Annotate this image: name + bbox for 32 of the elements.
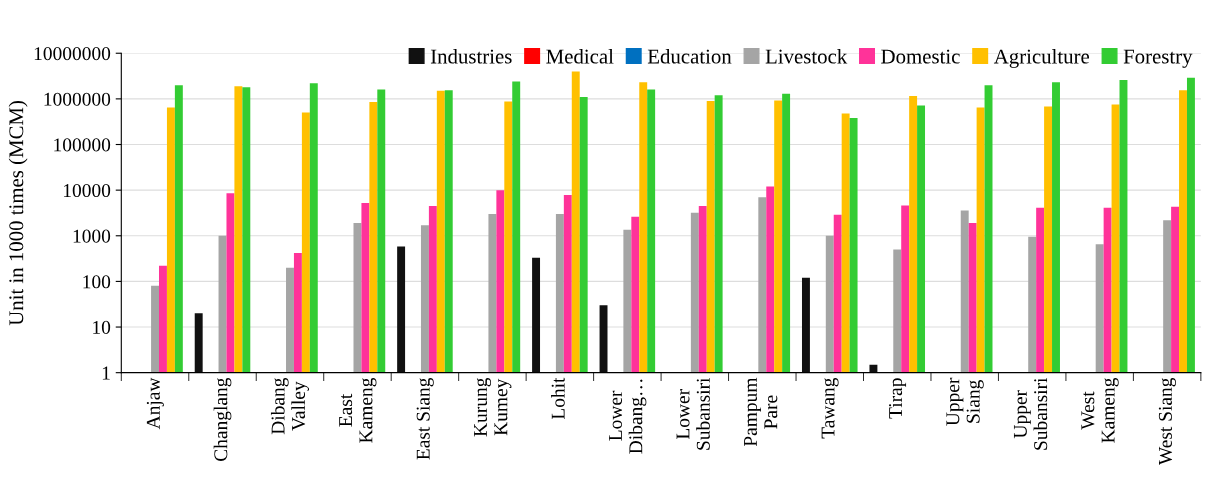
legend-label: Agriculture	[993, 48, 1090, 68]
y-tick-label: 100	[83, 275, 111, 289]
x-tick-label: East Kameng	[339, 377, 377, 443]
y-tick-label: 10	[93, 320, 111, 334]
y-tick-label: 1000	[73, 229, 111, 243]
x-tick-label: Upper Siang	[946, 377, 984, 426]
legend-label: Livestock	[765, 48, 848, 64]
y-tick-label: 10000000	[34, 47, 111, 61]
x-tick-label: West Siang	[1158, 377, 1176, 466]
y-axis-title: Unit in 1000 times (MCM)	[8, 101, 28, 326]
x-tick-label: Lohit	[551, 377, 565, 420]
y-tick-label: 100000	[54, 138, 111, 152]
x-tick-label: Pampum Pare	[744, 377, 778, 447]
x-tick-label: Upper Subansiri	[1013, 377, 1048, 450]
x-tick-label: Lower Subansiri	[676, 377, 710, 450]
legend-label: Medical	[546, 48, 614, 64]
x-tick-label: West Kameng	[1081, 377, 1119, 443]
x-tick-label: Dibang Valley	[270, 377, 310, 435]
y-tick-label: 1000000	[44, 92, 111, 106]
y-tick-label: 10000	[63, 183, 111, 198]
x-tick-label: Anjaw	[146, 377, 164, 430]
y-tick-label: 1	[102, 366, 110, 380]
x-tick-label: Kurung Kumey	[474, 377, 512, 437]
x-tick-label: Changlang	[213, 377, 232, 461]
legend-label: Industries	[430, 48, 512, 64]
legend-label: Domestic	[881, 49, 960, 64]
legend-label: Forestry	[1123, 49, 1193, 68]
x-tick-label: Tirap	[889, 378, 907, 419]
x-tick-label: Tawang	[821, 377, 839, 439]
x-tick-label: East Siang	[416, 377, 434, 460]
legend-label: Education	[647, 48, 732, 64]
x-tick-label: Lower Dibang…	[609, 379, 647, 454]
